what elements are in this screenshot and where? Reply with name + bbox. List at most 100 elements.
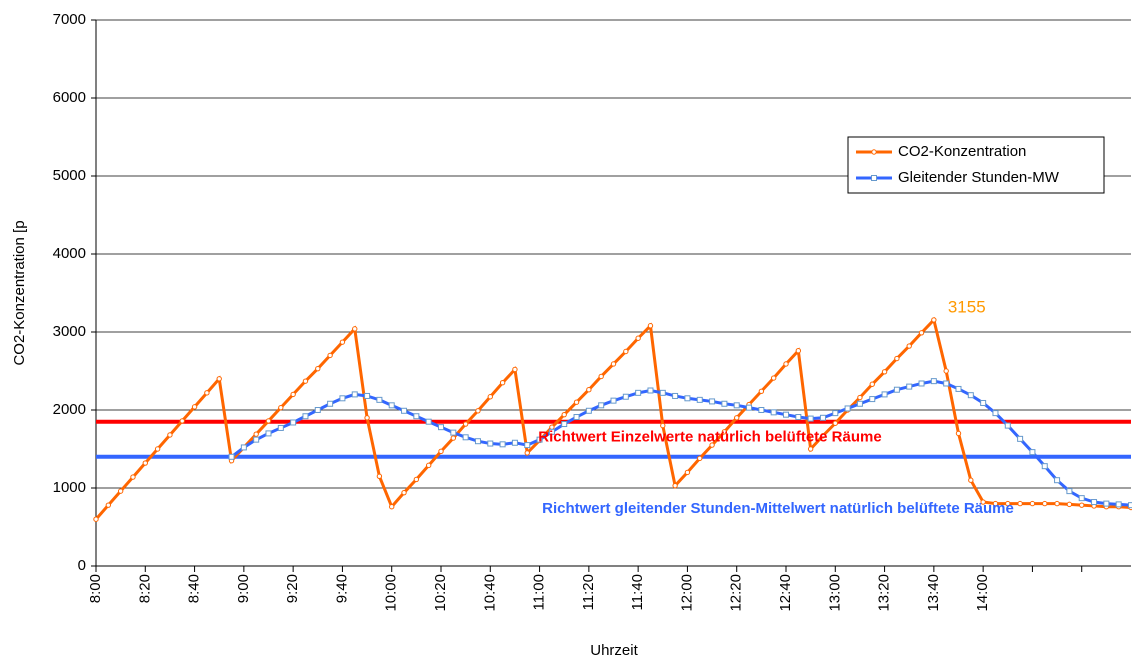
point <box>636 390 641 395</box>
x-tick-label: 10:40 <box>481 574 498 612</box>
point <box>907 344 911 348</box>
point <box>192 405 196 409</box>
point <box>599 374 603 378</box>
point <box>439 425 444 430</box>
x-tick-label: 8:00 <box>87 574 104 603</box>
point <box>882 370 886 374</box>
point <box>698 456 702 460</box>
point <box>808 447 812 451</box>
point <box>476 409 480 413</box>
y-tick-label: 4000 <box>53 245 86 262</box>
point <box>340 396 345 401</box>
point <box>229 454 234 459</box>
legend-label: Gleitender Stunden-MW <box>898 169 1060 186</box>
point <box>734 403 739 408</box>
point <box>1055 478 1060 483</box>
point <box>1055 501 1059 505</box>
point <box>993 411 998 416</box>
point <box>735 416 739 420</box>
y-tick-label: 1000 <box>53 479 86 496</box>
point <box>673 393 678 398</box>
point <box>439 449 443 453</box>
point <box>660 390 665 395</box>
annotation: 3155 <box>948 297 986 316</box>
point <box>857 401 862 406</box>
point <box>488 441 493 446</box>
point <box>599 403 604 408</box>
point <box>180 419 184 423</box>
point <box>513 367 517 371</box>
point <box>956 386 961 391</box>
point <box>759 408 764 413</box>
point <box>932 318 936 322</box>
point <box>131 475 135 479</box>
x-axis-label: Uhrzeit <box>590 642 638 659</box>
point <box>969 478 973 482</box>
point <box>611 362 615 366</box>
point <box>673 483 677 487</box>
point <box>241 445 246 450</box>
point <box>365 416 369 420</box>
legend-label: CO2-Konzentration <box>898 143 1026 160</box>
point <box>414 477 418 481</box>
x-tick-label: 14:00 <box>974 574 991 612</box>
x-tick-label: 10:20 <box>432 574 449 612</box>
x-tick-label: 12:40 <box>777 574 794 612</box>
point <box>168 433 172 437</box>
point <box>451 430 456 435</box>
x-tick-label: 8:40 <box>186 574 203 603</box>
point <box>315 408 320 413</box>
x-tick-label: 11:00 <box>531 574 548 610</box>
point <box>894 387 899 392</box>
point <box>845 406 850 411</box>
x-tick-label: 10:00 <box>383 574 400 612</box>
x-tick-label: 13:20 <box>876 574 893 612</box>
point <box>796 349 800 353</box>
point <box>1030 501 1034 505</box>
point <box>574 415 579 420</box>
point <box>956 431 960 435</box>
point <box>254 437 259 442</box>
point <box>944 369 948 373</box>
y-axis-label: CO2-Konzentration [p <box>11 220 28 365</box>
point <box>377 474 381 478</box>
point <box>353 327 357 331</box>
point <box>833 421 837 425</box>
point <box>623 394 628 399</box>
point <box>685 470 689 474</box>
point <box>944 381 949 386</box>
point <box>279 405 283 409</box>
point <box>155 447 159 451</box>
point <box>931 379 936 384</box>
point <box>1080 503 1084 507</box>
point <box>574 400 578 404</box>
point <box>390 505 394 509</box>
y-tick-label: 3000 <box>53 323 86 340</box>
point <box>500 442 505 447</box>
x-tick-label: 8:20 <box>136 574 153 603</box>
point <box>747 405 752 410</box>
point <box>266 431 271 436</box>
point <box>882 392 887 397</box>
point <box>402 490 406 494</box>
point <box>426 419 431 424</box>
point <box>636 336 640 340</box>
point <box>562 412 566 416</box>
point <box>1018 436 1023 441</box>
point <box>710 399 715 404</box>
y-tick-label: 6000 <box>53 89 86 106</box>
point <box>1079 496 1084 501</box>
x-tick-label: 9:40 <box>333 574 350 603</box>
point <box>352 392 357 397</box>
point <box>1005 423 1010 428</box>
point <box>389 403 394 408</box>
x-tick-label: 11:20 <box>580 574 597 610</box>
point <box>340 340 344 344</box>
point <box>278 425 283 430</box>
point <box>796 415 801 420</box>
point <box>303 414 308 419</box>
x-tick-label: 13:40 <box>925 574 942 612</box>
point <box>648 388 653 393</box>
point <box>316 366 320 370</box>
